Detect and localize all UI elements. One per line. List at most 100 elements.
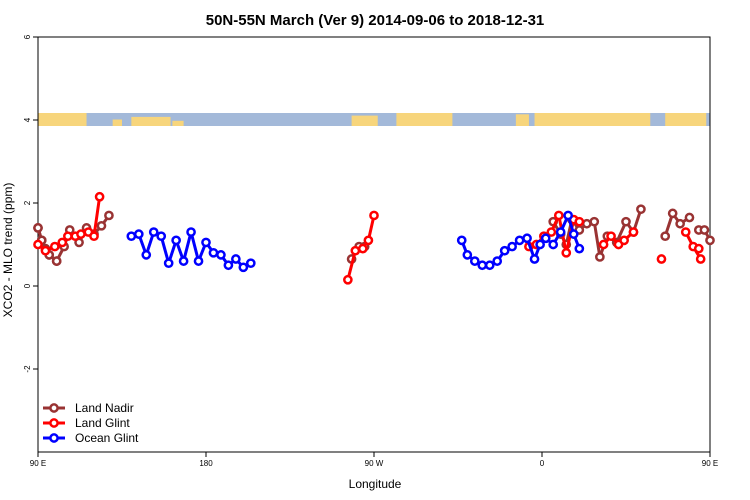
land-nadir-point (51, 256, 62, 266)
ocean-glint-point (499, 245, 510, 256)
land-glint-point (40, 245, 51, 256)
land-glint-point (89, 231, 99, 242)
ocean-glint-point (574, 243, 585, 254)
land-glint-point (680, 227, 691, 237)
land-glint-point (606, 231, 616, 242)
map-band-land (534, 113, 651, 126)
x-axis-label: Longitude (349, 477, 402, 491)
series-layer (33, 191, 715, 285)
legend-item-land-glint: Land Glint (43, 416, 130, 430)
land-nadir-point (96, 220, 107, 231)
ocean-glint-point (141, 250, 152, 260)
ocean-glint-point (469, 256, 480, 266)
ocean-glint-point (456, 235, 467, 246)
y-tick-label: 4 (23, 117, 32, 122)
ocean-glint-point (484, 260, 495, 271)
land-glint-point (57, 237, 68, 248)
land-glint-point (49, 241, 60, 252)
land-glint-point (76, 229, 86, 239)
ocean-glint-point (529, 254, 540, 264)
y-tick-label: 2 (23, 200, 32, 205)
legend-item-ocean-glint: Ocean Glint (43, 431, 139, 445)
ocean-glint-point (245, 258, 256, 269)
map-band-land (665, 113, 707, 126)
ocean-glint-point (201, 237, 211, 248)
chart-title: 50N-55N March (Ver 9) 2014-09-06 to 2018… (206, 12, 545, 29)
land-glint-point (619, 235, 629, 246)
land-glint-point (343, 274, 353, 285)
x-tick-label: 180 (199, 459, 213, 468)
x-tick-label: 0 (540, 459, 545, 468)
land-nadir-point (621, 216, 631, 227)
ocean-glint-point (208, 247, 219, 258)
land-nadir-point (684, 212, 695, 223)
land-glint-point (350, 245, 361, 256)
ocean-glint-point (522, 233, 532, 244)
ocean-glint-point (186, 227, 196, 237)
ocean-glint-point (535, 239, 545, 250)
map-band-land (131, 116, 171, 126)
x-axis: 90 E 180 90 W 0 90 E (30, 452, 718, 468)
ocean-glint-point (126, 231, 137, 242)
map-band-land (396, 113, 453, 126)
land-glint-point (695, 254, 706, 264)
map-band-land (38, 113, 87, 126)
ocean-glint-point (514, 235, 525, 246)
land-nadir-point (589, 216, 600, 227)
legend-item-land-nadir: Land Nadir (43, 401, 134, 415)
land-glint-point (546, 227, 557, 237)
legend-marker (49, 418, 59, 428)
land-glint-point (33, 239, 43, 250)
land-nadir-line (663, 211, 691, 237)
legend-marker (49, 403, 59, 413)
land-glint-point (693, 243, 704, 254)
ocean-glint-point (163, 258, 174, 269)
land-nadir-point (705, 235, 715, 246)
land-glint-point (656, 254, 667, 264)
x-tick-label: 90 E (30, 459, 46, 468)
map-band-land (515, 114, 529, 126)
ocean-glint-point (492, 256, 503, 266)
ocean-glint-point (156, 231, 167, 242)
map-band-land (112, 119, 122, 126)
ocean-glint-point (477, 260, 488, 271)
ocean-glint-point (540, 233, 551, 244)
legend-label: Land Nadir (75, 401, 134, 415)
land-glint-point (63, 231, 73, 242)
ocean-glint-point (563, 210, 573, 221)
land-glint-point (553, 210, 564, 221)
ocean-glint-point (507, 241, 517, 252)
ocean-glint-point (548, 239, 559, 250)
series-ocean-glint (126, 210, 585, 273)
land-glint-point (574, 216, 585, 227)
land-glint-point (628, 227, 639, 237)
land-glint-point (357, 243, 368, 254)
land-nadir-point (595, 252, 605, 262)
land-nadir-point (660, 231, 671, 242)
ocean-glint-point (171, 235, 181, 246)
map-band-land (172, 120, 184, 126)
plot-frame (37, 36, 711, 453)
ocean-glint-point (568, 229, 579, 239)
ocean-glint-point (238, 262, 249, 273)
land-nadir-point (581, 218, 592, 229)
land-nadir-point (33, 223, 43, 233)
land-nadir-point (104, 210, 114, 221)
legend-label: Ocean Glint (75, 431, 139, 445)
series-land-glint (33, 191, 706, 285)
x-tick-label: 90 E (702, 459, 718, 468)
land-glint-point (561, 247, 572, 258)
map-band-land (351, 115, 378, 126)
ocean-glint-point (148, 227, 159, 237)
y-axis: -2 0 2 4 6 (23, 34, 38, 373)
land-nadir-point (675, 218, 685, 229)
ocean-glint-point (223, 260, 234, 271)
ocean-glint-point (193, 256, 204, 266)
land-glint-line (37, 196, 102, 253)
ocean-glint-point (178, 256, 189, 266)
ocean-glint-point (462, 250, 473, 260)
land-nadir-point (636, 204, 646, 215)
y-tick-label: 6 (23, 34, 32, 39)
x-tick-label: 90 W (365, 459, 384, 468)
